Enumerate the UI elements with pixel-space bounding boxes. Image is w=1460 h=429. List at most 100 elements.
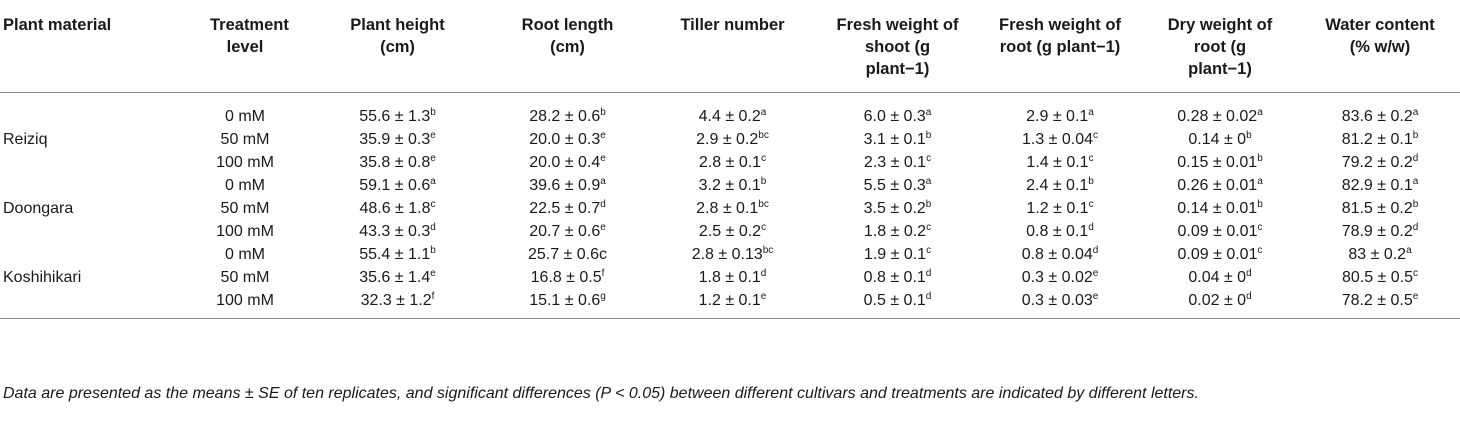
cell-value: 1.2 ± 0.1e bbox=[650, 289, 815, 312]
significance-letter: b bbox=[1412, 129, 1419, 141]
table-footnote: Data are presented as the means ± SE of … bbox=[3, 385, 1199, 402]
cell-mean-se: 1.4 ± 0.1 bbox=[1026, 153, 1089, 171]
cell-plant-material bbox=[0, 289, 180, 312]
header-fresh-weight-root: Fresh weight of root (g plant−1) bbox=[999, 16, 1121, 56]
cell-mean-se: 5.5 ± 0.3 bbox=[863, 176, 926, 194]
significance-letter: e bbox=[1092, 267, 1099, 279]
cell-mean-se: 1.8 ± 0.1 bbox=[698, 268, 761, 286]
significance-letter: f bbox=[601, 267, 605, 279]
cell-value: 82.9 ± 0.1a bbox=[1300, 174, 1460, 197]
significance-letter: e bbox=[430, 129, 436, 141]
cell-value: 59.1 ± 0.6a bbox=[310, 174, 485, 197]
cell-value: 2.9 ± 0.1a bbox=[980, 105, 1140, 128]
cell-mean-se: 59.1 ± 0.6 bbox=[359, 176, 431, 194]
cell-mean-se: 22.5 ± 0.7 bbox=[529, 199, 601, 217]
cell-mean-se: 78.9 ± 0.2 bbox=[1341, 222, 1413, 240]
cell-value: 35.8 ± 0.8e bbox=[310, 151, 485, 174]
cell-mean-se: 1.3 ± 0.04 bbox=[1021, 130, 1094, 148]
cell-value: 79.2 ± 0.2d bbox=[1300, 151, 1460, 174]
cell-mean-se: 0.3 ± 0.03 bbox=[1021, 291, 1093, 309]
cell-mean-se: 83.6 ± 0.2 bbox=[1341, 107, 1413, 125]
cell-mean-se: 2.9 ± 0.1 bbox=[1026, 107, 1089, 125]
table-row: 0 mM 55.6 ± 1.3b 28.2 ± 0.6b 4.4 ± 0.2a 6.0 … bbox=[0, 105, 1460, 128]
cell-value: 2.8 ± 0.1c bbox=[650, 151, 815, 174]
significance-letter: c bbox=[926, 221, 932, 233]
significance-letter: b bbox=[430, 244, 436, 256]
cell-treatment-level: 100 mM bbox=[216, 153, 274, 171]
cell-mean-se: 28.2 ± 0.6 bbox=[529, 107, 601, 125]
cell-value: 1.3 ± 0.04c bbox=[980, 128, 1140, 151]
cell-mean-se: 0.8 ± 0.1 bbox=[863, 268, 926, 286]
significance-letter: d bbox=[1412, 152, 1419, 164]
table-row: Doongara 50 mM 48.6 ± 1.8c 22.5 ± 0.7d 2.8 ±… bbox=[0, 197, 1460, 220]
significance-letter: c bbox=[1257, 244, 1263, 256]
header-root-length: Root length (cm) bbox=[521, 16, 614, 56]
significance-letter: d bbox=[760, 267, 767, 279]
significance-letter: e bbox=[600, 221, 606, 233]
cell-value: 80.5 ± 0.5c bbox=[1300, 266, 1460, 289]
cell-value: 15.1 ± 0.6g bbox=[485, 289, 650, 312]
significance-letter: d bbox=[1412, 221, 1419, 233]
significance-letter: b bbox=[1246, 129, 1252, 141]
cell-mean-se: 35.8 ± 0.8 bbox=[359, 153, 431, 171]
significance-letter: b bbox=[430, 106, 436, 118]
cell-value: 16.8 ± 0.5f bbox=[485, 266, 650, 289]
cell-value: 83 ± 0.2a bbox=[1300, 243, 1460, 266]
cell-value: 1.2 ± 0.1c bbox=[980, 197, 1140, 220]
significance-letter: e bbox=[600, 129, 606, 141]
table-body: 0 mM 55.6 ± 1.3b 28.2 ± 0.6b 4.4 ± 0.2a 6.0 … bbox=[0, 92, 1460, 319]
cell-mean-se: 39.6 ± 0.9 bbox=[529, 176, 601, 194]
cell-plant-material: Koshihikari bbox=[3, 268, 82, 286]
table-row: 0 mM 59.1 ± 0.6a 39.6 ± 0.9a 3.2 ± 0.1b 5.5 … bbox=[0, 174, 1460, 197]
cell-plant-material bbox=[0, 243, 180, 266]
header-water-content: Water content (% w/w) bbox=[1325, 16, 1435, 56]
cell-value: 0.3 ± 0.02e bbox=[980, 266, 1140, 289]
table-header: Plant material Treatment level Plant hei… bbox=[0, 0, 1460, 92]
significance-letter: c bbox=[1088, 152, 1094, 164]
significance-letter: c bbox=[1257, 221, 1263, 233]
significance-letter: b bbox=[760, 175, 767, 187]
table-row: 0 mM 55.4 ± 1.1b 25.7 ± 0.6c 2.8 ± 0.13bc 1.… bbox=[0, 243, 1460, 266]
significance-letter: c bbox=[1088, 198, 1094, 210]
table-row: Reiziq 50 mM 35.9 ± 0.3e 20.0 ± 0.3e 2.9 ± 0… bbox=[0, 128, 1460, 151]
cell-mean-se: 48.6 ± 1.8 bbox=[359, 199, 431, 217]
significance-letter: b bbox=[1257, 152, 1263, 164]
cell-plant-material bbox=[0, 105, 180, 128]
cell-mean-se: 0.3 ± 0.02 bbox=[1021, 268, 1093, 286]
significance-letter: b bbox=[925, 129, 932, 141]
data-table: Plant material Treatment level Plant hei… bbox=[0, 0, 1460, 319]
significance-letter: e bbox=[600, 152, 606, 164]
significance-letter: a bbox=[1406, 244, 1412, 256]
cell-mean-se: 0.28 ± 0.02 bbox=[1177, 107, 1258, 125]
cell-value: 55.6 ± 1.3b bbox=[310, 105, 485, 128]
cell-value: 20.0 ± 0.4e bbox=[485, 151, 650, 174]
cell-mean-se: 0.5 ± 0.1 bbox=[863, 291, 926, 309]
significance-letter: c bbox=[761, 152, 767, 164]
cell-mean-se: 16.8 ± 0.5 bbox=[530, 268, 602, 286]
significance-letter: e bbox=[1412, 290, 1419, 302]
significance-letter: c bbox=[430, 198, 436, 210]
cell-value: 0.02 ± 0d bbox=[1140, 289, 1300, 312]
cell-value: 20.0 ± 0.3e bbox=[485, 128, 650, 151]
cell-mean-se: 0.14 ± 0 bbox=[1188, 130, 1247, 148]
cell-treatment-level: 100 mM bbox=[216, 222, 274, 240]
significance-letter: d bbox=[1088, 221, 1094, 233]
cell-mean-se: 81.5 ± 0.2 bbox=[1341, 199, 1413, 217]
significance-letter: e bbox=[1092, 290, 1099, 302]
cell-mean-se: 2.8 ± 0.1 bbox=[698, 153, 762, 171]
cell-value: 1.9 ± 0.1c bbox=[815, 243, 980, 266]
table-row: 100 mM 43.3 ± 0.3d 20.7 ± 0.6e 2.5 ± 0.2c 1.… bbox=[0, 220, 1460, 243]
cell-mean-se: 0.09 ± 0.01 bbox=[1177, 245, 1258, 263]
table-row: 100 mM 32.3 ± 1.2f 15.1 ± 0.6g 1.2 ± 0.1e 0.… bbox=[0, 289, 1460, 312]
cell-plant-material bbox=[0, 220, 180, 243]
cell-mean-se: 2.8 ± 0.13 bbox=[691, 245, 763, 263]
significance-letter: a bbox=[925, 175, 932, 187]
cell-treatment-level: 0 mM bbox=[225, 245, 265, 263]
cell-value: 32.3 ± 1.2f bbox=[310, 289, 485, 312]
significance-letter: a bbox=[1257, 175, 1263, 187]
cell-value: 0.14 ± 0b bbox=[1140, 128, 1300, 151]
significance-letter: a bbox=[1412, 175, 1419, 187]
cell-mean-se: 3.1 ± 0.1 bbox=[863, 130, 926, 148]
cell-value: 0.3 ± 0.03e bbox=[980, 289, 1140, 312]
cell-value: 2.8 ± 0.13bc bbox=[650, 243, 815, 266]
